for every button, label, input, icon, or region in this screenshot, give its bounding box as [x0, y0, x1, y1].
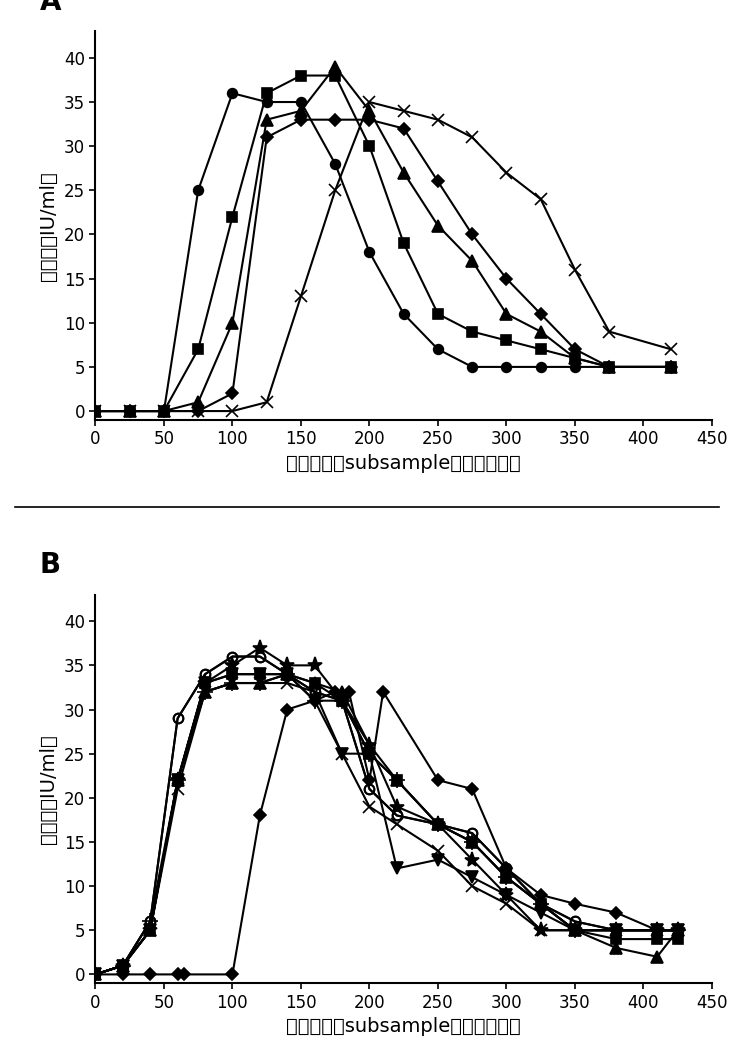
Text: A: A — [40, 0, 62, 16]
Y-axis label: 凝血酶（IU/ml）: 凝血酶（IU/ml） — [40, 170, 58, 280]
Y-axis label: 凝血酶（IU/ml）: 凝血酶（IU/ml） — [40, 734, 58, 844]
X-axis label: 次级取样（subsample）时间（秒）: 次级取样（subsample）时间（秒） — [286, 1017, 521, 1037]
Text: B: B — [40, 551, 61, 579]
X-axis label: 次级取样（subsample）时间（秒）: 次级取样（subsample）时间（秒） — [286, 454, 521, 473]
